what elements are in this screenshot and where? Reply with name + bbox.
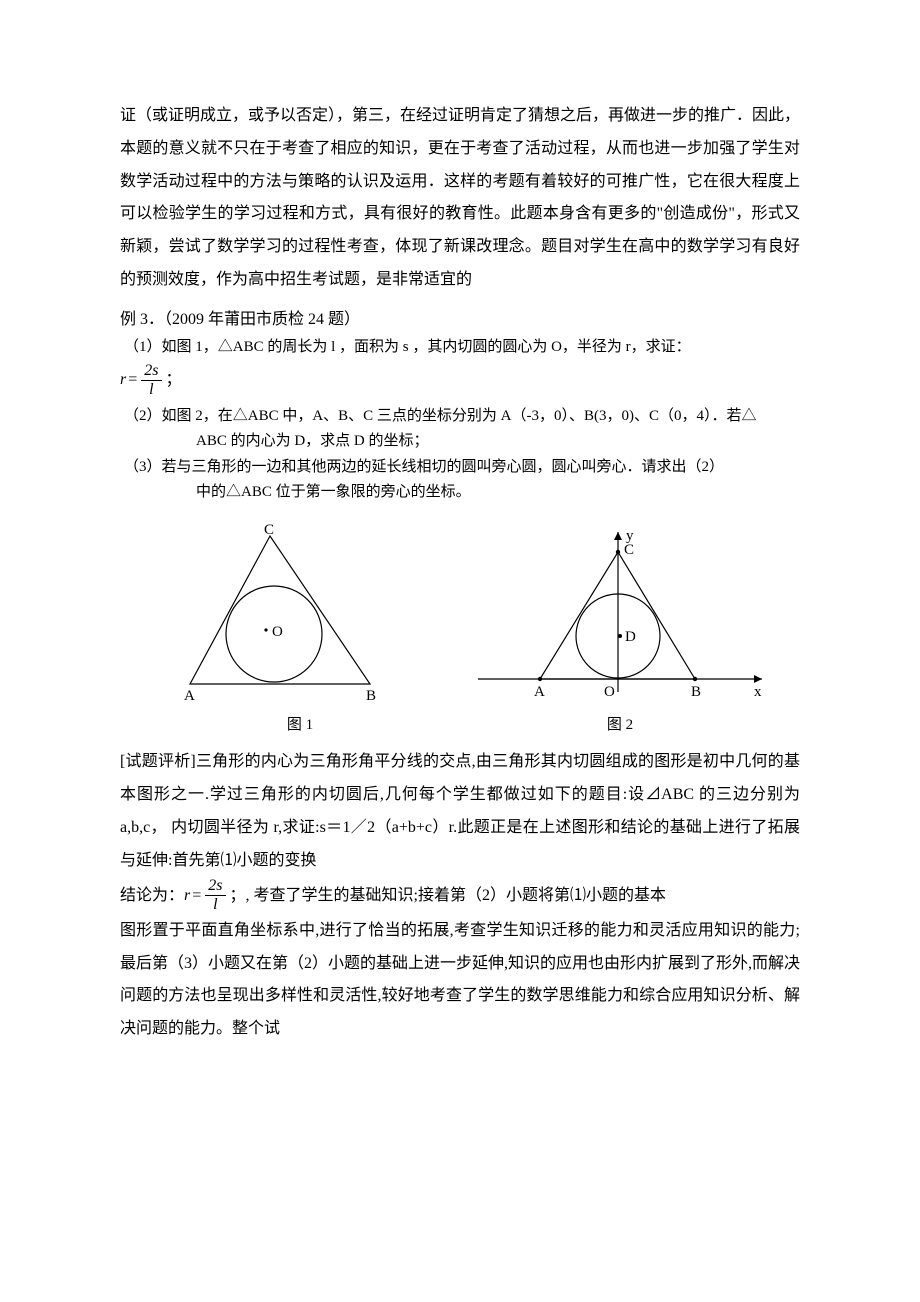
formula-numerator: 2s <box>205 878 225 896</box>
analysis-p1: [试题评析]三角形的内心为三角形角平分线的交点,由三角形其内切圆组成的图形是初中… <box>120 746 800 877</box>
svg-text:B: B <box>691 684 701 700</box>
formula-denominator: l <box>146 381 156 398</box>
formula-fraction: 2s l <box>205 878 225 913</box>
figure-2-svg: A B C O Dy x <box>470 524 770 704</box>
question-2-line1: （2）如图 2，在△ABC 中，A、B、C 三点的坐标分别为 A（-3，0）、B… <box>120 404 800 430</box>
formula-denominator: l <box>210 896 220 913</box>
figures-row: A B C O A B C O Dy x <box>120 524 800 704</box>
figure-2-caption: 图 2 <box>470 710 770 741</box>
analysis-p3: 图形置于平面直角坐标系中,进行了恰当的拓展,考查学生知识迁移的能力和灵活应用知识… <box>120 915 800 1046</box>
figure-2: A B C O Dy x <box>470 524 770 704</box>
svg-text:C: C <box>264 524 274 538</box>
document-page: 证（或证明成立，或予以否定），第三，在经过证明肯定了猜想之后，再做进一步的推广．… <box>0 0 920 1302</box>
formula-lhs: r <box>120 372 126 388</box>
formula-tail: ； <box>166 372 182 388</box>
figure-1-svg: A B C O <box>170 524 430 704</box>
question-1-line1: （1）如图 1，△ABC 的周长为 l ，面积为 s ，其内切圆的圆心为 O，半… <box>120 335 800 361</box>
question-3-line1: （3）若与三角形的一边和其他两边的延长线相切的圆叫旁心圆，圆心叫旁心．请求出（2… <box>120 455 800 481</box>
analysis-line2-pre: 结论为： <box>120 878 184 913</box>
analysis-line2-post: , 考查了学生的基础知识;接着第（2）小题将第⑴小题的基本 <box>246 878 666 913</box>
formula-eq: = <box>128 372 137 388</box>
svg-text:C: C <box>624 542 634 558</box>
formula-eq: = <box>192 878 201 913</box>
formula-fraction: 2s l <box>141 363 161 398</box>
svg-text:A: A <box>534 684 545 700</box>
captions-row: 图 1 图 2 <box>120 710 800 741</box>
svg-text:B: B <box>366 688 376 704</box>
svg-text:O: O <box>604 684 615 700</box>
question-2-line2: ABC 的内心为 D，求点 D 的坐标； <box>120 429 800 455</box>
question-1-formula: r = 2s l ； <box>120 363 800 398</box>
formula-lhs: r <box>184 878 190 913</box>
svg-text:x: x <box>754 684 762 700</box>
svg-text:y: y <box>626 528 634 544</box>
analysis-formula-line: 结论为： r = 2s l ； , 考查了学生的基础知识;接着第（2）小题将第⑴… <box>120 878 800 913</box>
example-title: 例 3．（2009 年莆田市质检 24 题） <box>120 305 800 335</box>
analysis-inline-formula: r = 2s l ； <box>184 878 246 913</box>
formula-numerator: 2s <box>141 363 161 381</box>
figure-1: A B C O <box>170 524 430 704</box>
svg-text:O: O <box>272 624 283 640</box>
figure-1-caption: 图 1 <box>170 710 430 741</box>
svg-text:A: A <box>184 688 195 704</box>
formula-tail: ； <box>230 878 246 913</box>
svg-text:D: D <box>625 629 636 645</box>
question-3-line2: 中的△ABC 位于第一象限的旁心的坐标。 <box>120 480 800 506</box>
top-paragraph: 证（或证明成立，或予以否定），第三，在经过证明肯定了猜想之后，再做进一步的推广．… <box>120 100 800 297</box>
